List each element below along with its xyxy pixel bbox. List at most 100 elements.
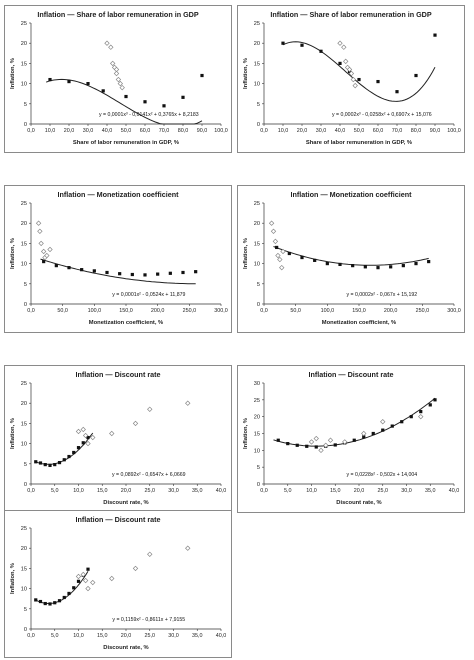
y-tick-label: 5 (257, 102, 260, 108)
data-point-square (81, 441, 85, 445)
data-point-square (325, 262, 329, 266)
data-point-square (275, 245, 279, 250)
data-point-diamond (279, 264, 285, 271)
data-point-square (276, 438, 280, 442)
y-axis-label: Inflation, % (10, 418, 16, 449)
y-tick-label: 15 (21, 61, 27, 67)
chart-title: Inflation — Discount rate (75, 370, 160, 379)
data-point-square (381, 428, 385, 432)
chart-title: Inflation — Discount rate (75, 515, 160, 524)
x-tick-label: 25,0 (145, 633, 156, 639)
x-tick-label: 40,0 (216, 488, 227, 494)
y-tick-label: 5 (257, 465, 260, 471)
data-point-diamond (38, 240, 44, 247)
x-tick-label: 150,0 (119, 308, 133, 314)
data-point-square (76, 446, 81, 450)
data-point-square (338, 262, 342, 267)
data-point-square (428, 403, 432, 407)
x-tick-label: 40,0 (216, 633, 227, 639)
x-tick-label: 90,0 (430, 128, 441, 134)
data-point-square (314, 445, 318, 449)
data-point-square (118, 272, 122, 276)
data-point-square (86, 567, 90, 571)
x-tick-label: 0,0 (260, 128, 268, 134)
y-tick-label: 10 (254, 448, 260, 454)
data-point-square (351, 264, 355, 268)
data-point-diamond (75, 428, 82, 435)
x-tick-label: 35,0 (192, 633, 203, 639)
y-tick-label: 30 (254, 381, 260, 387)
data-point-diamond (75, 573, 82, 580)
data-point-square (352, 438, 356, 442)
data-point-square (34, 598, 38, 602)
y-axis-label: Inflation, % (10, 238, 16, 269)
x-tick-label: 5,0 (284, 488, 292, 494)
y-tick-label: 10 (21, 442, 27, 448)
data-point-diamond (82, 577, 89, 584)
data-point-diamond (268, 220, 275, 226)
y-tick-label: 25 (21, 526, 27, 532)
data-point-square (281, 41, 285, 45)
data-point-square (300, 255, 304, 260)
y-axis-label: Inflation, % (243, 418, 249, 449)
x-tick-label: 30,0 (401, 488, 412, 494)
data-point-square (162, 104, 166, 108)
data-point-diamond (342, 439, 348, 445)
data-point-diamond (348, 70, 355, 77)
trend-equation: y = 0,0002x³ - 0,0258x² + 0,6907x + 15,0… (332, 112, 432, 118)
y-tick-label: 25 (254, 201, 260, 207)
trend-equation: y = 0,0892x² - 0,6547x + 6,0669 (112, 472, 186, 478)
x-tick-label: 10,0 (73, 633, 84, 639)
data-point-square (43, 601, 47, 606)
y-tick-label: 25 (21, 201, 27, 207)
y-tick-label: 20 (21, 401, 27, 407)
data-point-diamond (113, 70, 120, 77)
x-tick-label: 50,0 (57, 308, 68, 314)
data-point-square (287, 251, 291, 256)
data-point-square (363, 265, 367, 269)
x-tick-label: 25,0 (378, 488, 389, 494)
chart-panel-1: Inflation — Share of labor remuneration … (4, 5, 232, 153)
data-point-diamond (318, 447, 324, 454)
data-point-diamond (418, 413, 424, 420)
y-tick-label: 5 (24, 102, 27, 108)
y-axis-label: Inflation, % (243, 238, 249, 269)
x-tick-label: 35,0 (425, 488, 436, 494)
data-point-diamond (85, 585, 91, 592)
x-tick-label: 30,0 (168, 488, 179, 494)
data-point-square (295, 443, 299, 447)
data-point-diamond (313, 435, 319, 442)
data-point-square (48, 463, 52, 468)
data-point-diamond (308, 439, 315, 445)
y-tick-label: 5 (257, 282, 260, 288)
x-tick-label: 40,0 (335, 128, 346, 134)
y-tick-label: 5 (24, 462, 27, 468)
data-point-diamond (35, 220, 42, 226)
x-axis-label: Share of labor remuneration in GDP, % (73, 140, 179, 146)
trend-curve (40, 258, 196, 285)
x-tick-label: 30,0 (168, 633, 179, 639)
data-point-square (376, 266, 380, 270)
x-tick-label: 10,0 (45, 128, 56, 134)
y-tick-label: 10 (21, 262, 27, 268)
y-tick-label: 0 (24, 122, 27, 128)
data-point-square (43, 463, 47, 467)
data-point-diamond (104, 40, 110, 46)
x-tick-label: 40,0 (449, 488, 460, 494)
x-tick-label: 250,0 (416, 308, 430, 314)
x-tick-label: 20,0 (121, 488, 132, 494)
data-point-square (34, 460, 38, 464)
data-point-square (72, 450, 76, 455)
x-tick-label: 80,0 (178, 128, 189, 134)
data-point-square (409, 415, 413, 419)
x-tick-label: 300,0 (447, 308, 461, 314)
data-point-diamond (346, 66, 353, 73)
data-point-diamond (110, 60, 116, 67)
data-point-square (57, 460, 62, 465)
data-point-diamond (280, 248, 286, 255)
chart-panel-4: Inflation — Monetization coefficient 0 5 10… (237, 185, 465, 333)
data-point-diamond (40, 248, 47, 255)
y-tick-label: 10 (254, 82, 260, 88)
data-point-square (433, 33, 437, 37)
x-tick-label: 80,0 (411, 128, 422, 134)
